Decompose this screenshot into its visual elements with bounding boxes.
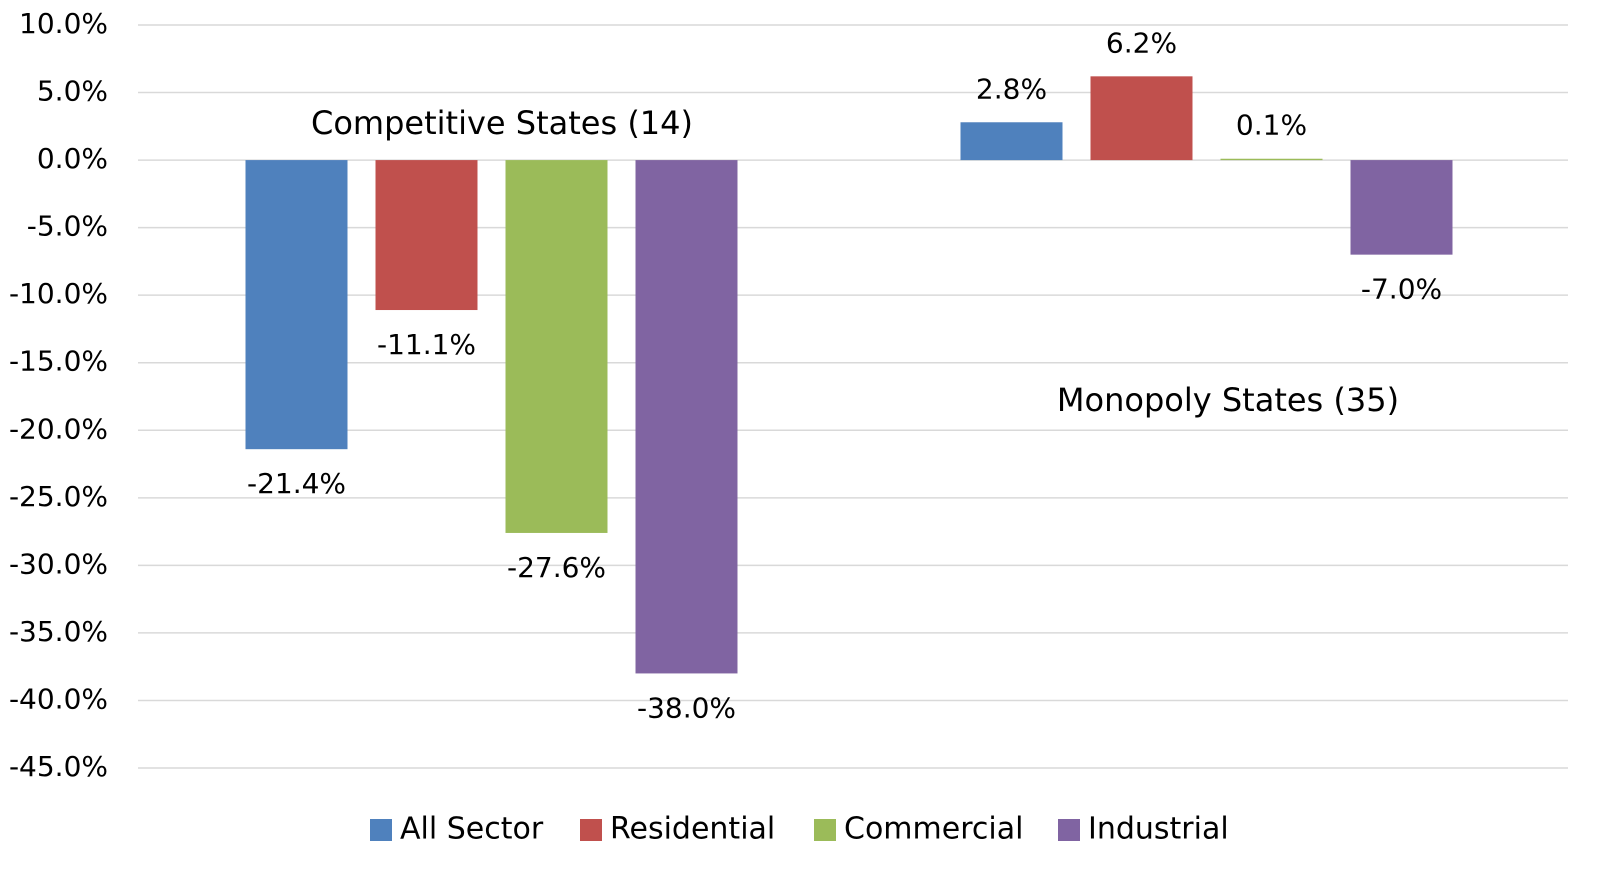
y-tick-label: -35.0%: [9, 615, 108, 648]
bar: [1350, 160, 1453, 255]
legend-label: All Sector: [400, 812, 544, 847]
y-tick-label: -15.0%: [9, 345, 108, 378]
y-tick-label: -40.0%: [9, 682, 108, 715]
bar: [960, 122, 1063, 161]
data-label: -38.0%: [637, 691, 736, 724]
y-tick-label: -5.0%: [27, 210, 108, 243]
bar: [635, 160, 738, 674]
bar: [1090, 76, 1193, 161]
y-tick-label: 0.0%: [37, 142, 108, 175]
bar: [1220, 158, 1323, 161]
bar: [375, 160, 478, 311]
data-label: -21.4%: [247, 467, 346, 500]
y-tick-label: -20.0%: [9, 412, 108, 445]
y-tick-label: -10.0%: [9, 277, 108, 310]
legend-label: Commercial: [844, 812, 1023, 847]
legend-swatch: [1058, 819, 1080, 841]
data-label: -27.6%: [507, 551, 606, 584]
data-label: -7.0%: [1361, 273, 1442, 306]
data-label: 6.2%: [1106, 26, 1177, 59]
data-label: 0.1%: [1236, 109, 1307, 142]
legend-swatch: [580, 819, 602, 841]
y-tick-label: -45.0%: [9, 750, 108, 783]
y-tick-label: -30.0%: [9, 547, 108, 580]
legend-label: Residential: [610, 812, 775, 847]
data-label: 2.8%: [976, 72, 1047, 105]
y-tick-label: 10.0%: [19, 7, 108, 40]
y-tick-label: 5.0%: [37, 75, 108, 108]
data-label: -11.1%: [377, 328, 476, 361]
legend-swatch: [814, 819, 836, 841]
legend-swatch: [370, 819, 392, 841]
bar: [245, 160, 348, 450]
y-tick-label: -25.0%: [9, 480, 108, 513]
category-label: Competitive States (14): [311, 104, 693, 142]
bar: [505, 160, 608, 533]
category-label: Monopoly States (35): [1057, 381, 1399, 419]
legend-label: Industrial: [1088, 812, 1229, 847]
